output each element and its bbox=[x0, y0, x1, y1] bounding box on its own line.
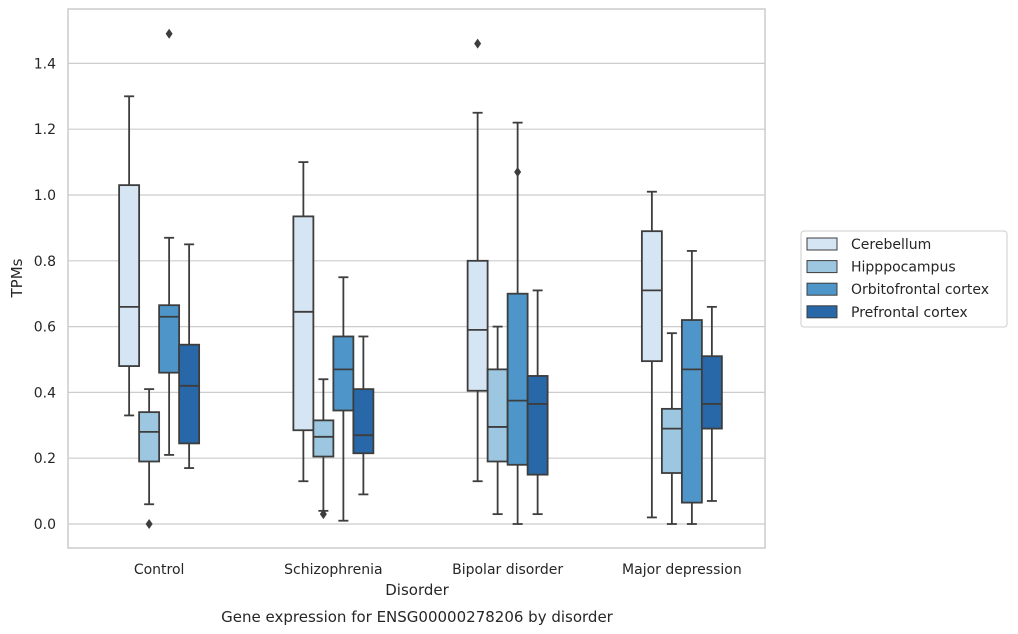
x-tick-label: Bipolar disorder bbox=[452, 562, 563, 578]
x-tick-label: Schizophrenia bbox=[284, 562, 382, 578]
box-body bbox=[660, 407, 683, 474]
box-cerebellum bbox=[640, 190, 663, 519]
box-cerebellum bbox=[466, 38, 489, 483]
box-body bbox=[506, 292, 529, 466]
box-hipppocampus bbox=[486, 325, 509, 516]
y-tick-label: 0.2 bbox=[34, 451, 56, 467]
legend-swatch bbox=[806, 305, 838, 319]
legend-swatch bbox=[806, 237, 838, 251]
box-orbitofrontal-cortex bbox=[680, 250, 703, 525]
box-body bbox=[700, 355, 723, 430]
legend-label: Cerebellum bbox=[851, 237, 931, 253]
legend-item: Cerebellum bbox=[806, 237, 931, 253]
y-tick-label: 1.2 bbox=[34, 122, 56, 138]
y-axis-label: TPMs bbox=[8, 258, 26, 298]
legend-items: Cerebellum Hipppocampus Orbitofrontal cort… bbox=[806, 237, 989, 321]
outlier-point bbox=[474, 38, 482, 49]
box-prefrontal-cortex bbox=[526, 289, 549, 516]
legend-swatch bbox=[806, 282, 838, 296]
box-hipppocampus bbox=[138, 388, 161, 529]
box-body bbox=[178, 343, 201, 445]
box-orbitofrontal-cortex bbox=[332, 276, 355, 522]
box-body bbox=[138, 411, 161, 463]
outlier-point bbox=[514, 166, 522, 177]
box-body bbox=[526, 375, 549, 476]
x-tick-label: Major depression bbox=[622, 562, 742, 578]
box-orbitofrontal-cortex bbox=[158, 28, 181, 456]
box-prefrontal-cortex bbox=[178, 243, 201, 469]
chart-caption: Gene expression for ENSG00000278206 by d… bbox=[221, 608, 614, 626]
box-body bbox=[292, 215, 315, 432]
box-hipppocampus bbox=[312, 378, 335, 520]
box-body bbox=[486, 368, 509, 463]
x-axis-label: Disorder bbox=[385, 581, 449, 599]
outlier-point bbox=[319, 509, 327, 520]
legend-item: Hipppocampus bbox=[806, 260, 956, 276]
y-tick-label: 1.4 bbox=[34, 56, 56, 72]
box-cerebellum bbox=[118, 95, 141, 417]
box-body bbox=[158, 304, 181, 374]
legend-label: Prefrontal cortex bbox=[851, 305, 968, 321]
y-tick-label: 0.8 bbox=[34, 254, 56, 270]
box-orbitofrontal-cortex bbox=[506, 121, 529, 525]
legend-frame bbox=[800, 230, 1008, 328]
legend-label: Orbitofrontal cortex bbox=[851, 282, 989, 298]
x-tick-label: Control bbox=[134, 562, 185, 578]
box-body bbox=[332, 335, 355, 412]
box-body bbox=[118, 184, 141, 367]
box-prefrontal-cortex bbox=[700, 305, 723, 502]
box-body bbox=[352, 388, 375, 455]
y-tick-label: 0.0 bbox=[34, 517, 56, 533]
outlier-point bbox=[145, 519, 153, 529]
legend-label: Hipppocampus bbox=[851, 260, 956, 276]
box-body bbox=[466, 259, 489, 392]
legend: Cerebellum Hipppocampus Orbitofrontal cort… bbox=[800, 230, 1008, 328]
plot-frame bbox=[67, 8, 766, 549]
box-cerebellum bbox=[292, 161, 315, 483]
legend-swatch bbox=[806, 260, 838, 274]
outlier-point bbox=[165, 28, 173, 39]
y-tick-label: 0.4 bbox=[34, 385, 56, 401]
box-body bbox=[312, 419, 335, 458]
legend-item: Prefrontal cortex bbox=[806, 305, 968, 321]
x-tick-labels: Control Schizophrenia Bipolar disorder Majo… bbox=[134, 562, 742, 578]
y-tick-label: 1.0 bbox=[34, 188, 56, 204]
y-tick-labels: 0.0 0.2 0.4 0.6 0.8 1.0 1.2 1.4 bbox=[34, 56, 56, 533]
box-body bbox=[640, 230, 663, 363]
box-groups bbox=[118, 28, 723, 529]
box-hipppocampus bbox=[660, 332, 683, 525]
box-body bbox=[680, 319, 703, 504]
legend-item: Orbitofrontal cortex bbox=[806, 282, 989, 298]
y-tick-label: 0.6 bbox=[34, 320, 56, 336]
box-prefrontal-cortex bbox=[352, 335, 375, 496]
